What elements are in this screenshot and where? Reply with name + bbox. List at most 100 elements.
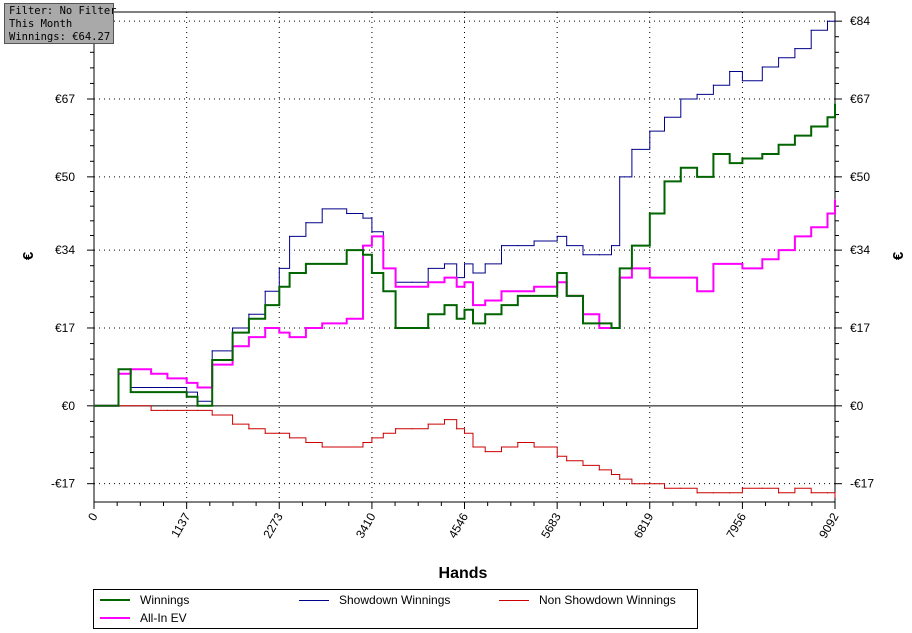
y-tick-label-right: -€17 [850, 477, 874, 491]
y-tick-label-left: €50 [55, 170, 75, 184]
series-point-winnings [346, 249, 348, 251]
series-point-all-in-ev [362, 244, 364, 247]
legend-swatch-allin-ev [100, 617, 130, 619]
series-point-non-showdown-winnings [810, 492, 812, 494]
series-point-winnings [566, 295, 568, 297]
legend-item-winnings: Winnings [100, 592, 189, 608]
legend-label-non-showdown: Non Showdown Winnings [539, 593, 676, 607]
series-point-winnings [680, 167, 682, 169]
series-point-showdown-winnings [278, 267, 280, 270]
series-point-non-showdown-winnings [382, 432, 384, 434]
series-point-showdown-winnings [362, 217, 364, 219]
y-tick-label-left: -€17 [51, 477, 75, 491]
series-point-non-showdown-winnings [794, 487, 796, 489]
series-point-all-in-ev [166, 377, 168, 379]
x-tick-label: 2273 [260, 510, 286, 540]
series-point-non-showdown-winnings [150, 409, 152, 412]
series-point-showdown-winnings [321, 208, 323, 210]
y-axis-label-left: € [20, 251, 37, 260]
y-tick-label-left: €17 [55, 321, 75, 335]
series-point-winnings [810, 125, 812, 128]
series-point-all-in-ev [500, 290, 503, 292]
series-point-non-showdown-winnings [619, 478, 621, 480]
series-point-winnings [826, 116, 829, 118]
series-point-showdown-winnings [248, 313, 250, 315]
series-line-non-showdown-winnings [94, 405, 836, 498]
series-point-winnings [631, 244, 633, 247]
y-tick-label-left: €0 [62, 399, 76, 413]
y-axis-label-right: € [890, 251, 907, 260]
series-point-winnings [500, 304, 503, 306]
series-point-winnings [484, 313, 486, 315]
series-point-all-in-ev [533, 286, 535, 288]
series-point-showdown-winnings [582, 254, 584, 256]
series-point-winnings [130, 391, 132, 393]
winnings-total-text: Winnings: €64.27 [9, 31, 111, 43]
x-tick-label: 9092 [816, 510, 842, 540]
series-point-all-in-ev [696, 290, 698, 292]
series-point-showdown-winnings [166, 386, 168, 389]
series-point-showdown-winnings [231, 327, 234, 329]
series-point-winnings [166, 391, 168, 393]
series-point-non-showdown-winnings [598, 469, 600, 471]
series-point-winnings [834, 102, 836, 105]
series-point-winnings [289, 272, 291, 274]
series-point-showdown-winnings [533, 240, 535, 242]
series-point-winnings [598, 322, 600, 325]
series-point-non-showdown-winnings [556, 455, 558, 457]
series-point-showdown-winnings [794, 48, 796, 50]
series-line-winnings [94, 103, 836, 407]
series-point-all-in-ev [810, 226, 812, 228]
series-point-winnings [761, 153, 763, 155]
y-tick-label-left: €34 [55, 243, 75, 257]
series-point-non-showdown-winnings [130, 405, 132, 407]
series-point-showdown-winnings [663, 116, 666, 118]
series-point-non-showdown-winnings [533, 446, 535, 448]
series-point-showdown-winnings [427, 267, 429, 270]
series-point-all-in-ev [196, 386, 199, 389]
series-point-non-showdown-winnings [729, 492, 731, 494]
series-point-showdown-winnings [610, 244, 613, 247]
legend-label-winnings: Winnings [140, 593, 190, 607]
series-point-winnings [663, 180, 666, 183]
y-tick-labels-right: -€17 €0 €17 €34 €50 €67 €84 [850, 14, 874, 491]
series-point-all-in-ev [778, 249, 780, 251]
x-tick-label: 7956 [724, 510, 750, 540]
y-tick-label-right: €67 [850, 92, 870, 106]
x-tick-label: 5683 [538, 510, 564, 540]
series-point-all-in-ev [741, 267, 744, 270]
legend-item-allin-ev: All-In EV [100, 610, 187, 626]
series-point-all-in-ev [443, 277, 446, 279]
series-point-winnings [610, 327, 613, 329]
series-point-all-in-ev [289, 336, 291, 338]
series-point-winnings [231, 331, 234, 334]
grid-lines [94, 12, 835, 502]
series-point-winnings [382, 290, 384, 292]
series-point-all-in-ev [150, 373, 152, 375]
legend-swatch-showdown [299, 599, 329, 601]
series-point-non-showdown-winnings [231, 423, 234, 425]
plot-frame [93, 11, 836, 503]
series-point-non-showdown-winnings [741, 487, 744, 489]
series-point-non-showdown-winnings [456, 428, 458, 430]
filter-text: Filter: No Filter [9, 5, 117, 17]
legend-swatch-non-showdown [499, 599, 529, 601]
series-point-all-in-ev [484, 299, 486, 302]
series-point-showdown-winnings [649, 130, 651, 132]
series-point-non-showdown-winnings [680, 487, 682, 489]
y-tick-labels-left: -€17€0€17€34€50€67€84 [51, 14, 75, 491]
series-point-non-showdown-winnings [264, 432, 266, 434]
series-point-winnings [321, 263, 323, 265]
series-point-non-showdown-winnings [411, 428, 413, 430]
series-point-showdown-winnings [619, 176, 621, 178]
series-point-non-showdown-winnings [696, 492, 698, 494]
series-point-showdown-winnings [566, 244, 568, 247]
series-point-non-showdown-winnings [500, 446, 503, 448]
series-point-winnings [150, 391, 152, 393]
series-point-winnings [472, 322, 474, 325]
series-point-non-showdown-winnings [484, 451, 486, 453]
series-point-non-showdown-winnings [582, 464, 584, 466]
y-tick-label-right: €34 [850, 243, 870, 257]
series-point-all-in-ev [394, 286, 397, 288]
series-point-winnings [117, 368, 120, 370]
